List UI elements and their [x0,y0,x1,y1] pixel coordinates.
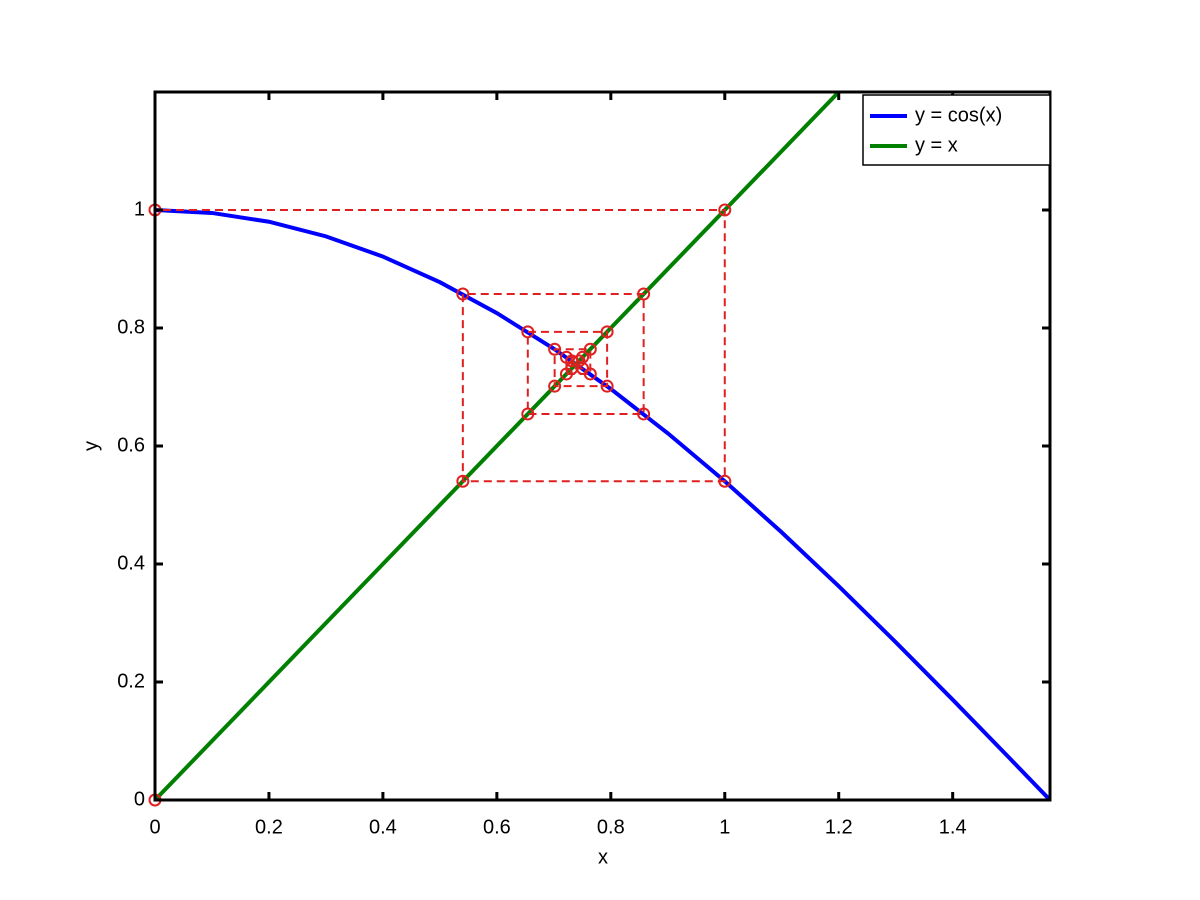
point-marker [583,342,597,356]
x-tick-label: 0 [149,816,160,838]
point-marker [718,474,732,488]
point-marker [637,407,651,421]
point-marker [600,379,614,393]
y-tick-label: 0.2 [117,670,145,692]
x-axis-label: x [598,846,608,868]
x-tick-label: 0.6 [483,816,511,838]
legend-label: y = cos(x) [915,104,1002,126]
y-tick-label: 0.8 [117,316,145,338]
legend-box [862,94,1051,166]
point-marker [456,474,470,488]
series-line [155,208,1050,800]
point-marker [565,354,579,368]
y-tick-label: 0 [134,788,145,810]
y-axis-label: y [80,441,102,451]
plot-frame [153,90,1052,802]
point-marker [456,287,470,301]
x-tick-label: 0.4 [369,816,397,838]
y-tick-label: 1 [134,198,145,220]
x-tick-label: 1 [719,816,730,838]
point-marker [548,379,562,393]
point-marker [572,354,586,368]
point-marker [521,407,535,421]
x-tick-label: 0.2 [255,816,283,838]
series-line [155,209,726,800]
x-tick-label: 0.8 [597,816,625,838]
legend-label: y = x [915,134,958,156]
series-line [155,92,841,800]
point-marker [565,361,579,375]
point-marker [521,325,535,339]
x-tick-label: 1.4 [939,816,967,838]
point-marker [600,325,614,339]
x-tick-label: 1.2 [825,816,853,838]
point-marker [718,203,732,217]
point-marker [548,342,562,356]
y-tick-label: 0.4 [117,552,145,574]
point-marker [637,287,651,301]
y-tick-label: 0.6 [117,434,145,456]
